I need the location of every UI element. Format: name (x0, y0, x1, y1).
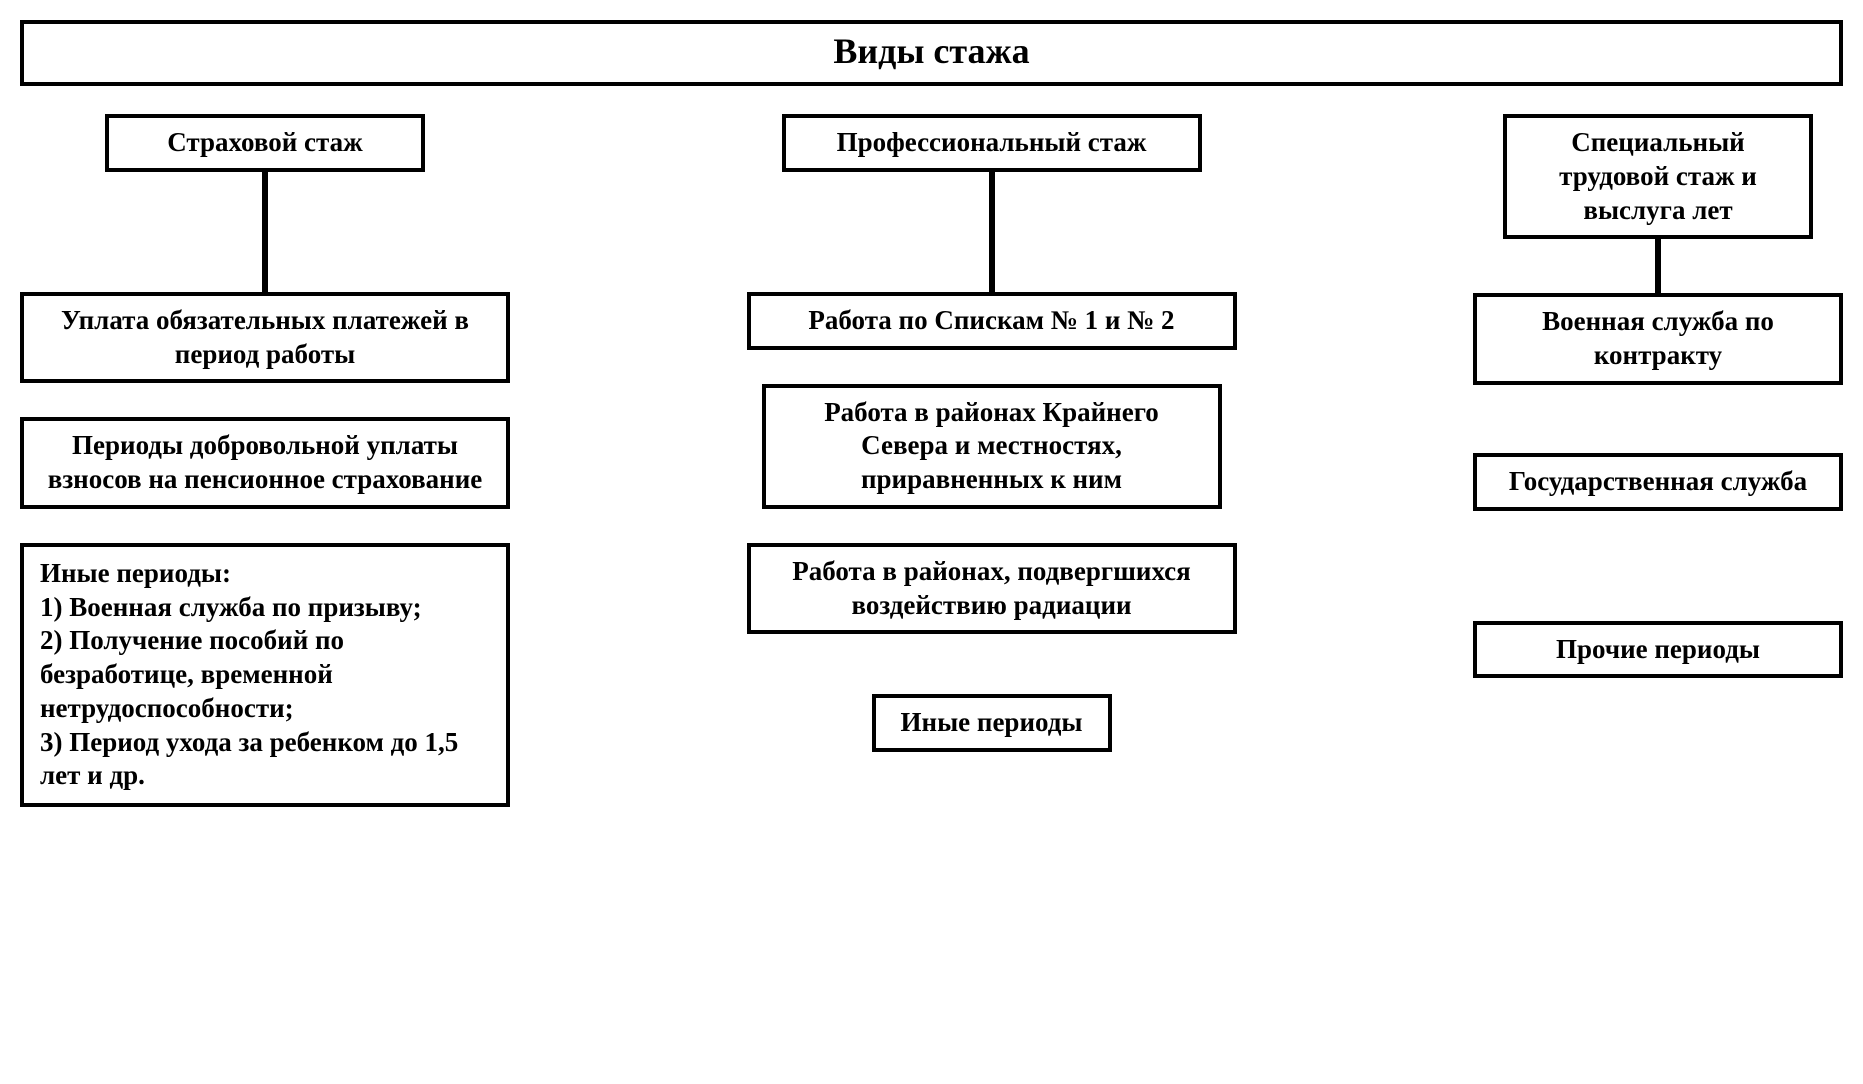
column-special: Специальный трудовой стаж и выслуга лет … (1473, 114, 1843, 678)
c2-item-1: Работа в районах Крайнего Севера и местн… (762, 384, 1222, 509)
connector-c2 (989, 172, 995, 292)
column-professional: Профессиональный стаж Работа по Спискам … (747, 114, 1237, 752)
c3-item-1: Государственная служба (1473, 453, 1843, 511)
c2-item-2: Работа в районах, подвергшихся воздейств… (747, 543, 1237, 635)
c2-item-0: Работа по Спискам № 1 и № 2 (747, 292, 1237, 350)
diagram-container: Виды стажа Страховой стаж Уплата обязате… (20, 20, 1843, 807)
column-insurance: Страховой стаж Уплата обязательных плате… (20, 114, 510, 807)
c1-item-2: Иные периоды: 1) Военная служба по призы… (20, 543, 510, 807)
c2-item-3: Иные периоды (872, 694, 1112, 752)
c3-item-0: Военная служба по контракту (1473, 293, 1843, 385)
columns-row: Страховой стаж Уплата обязательных плате… (20, 114, 1843, 807)
c1-item-1: Периоды добровольной уплаты взносов на п… (20, 417, 510, 509)
header-insurance: Страховой стаж (105, 114, 425, 172)
c1-item-0: Уплата обязательных платежей в период ра… (20, 292, 510, 384)
connector-c3 (1655, 239, 1661, 293)
header-professional: Профессиональный стаж (782, 114, 1202, 172)
c3-item-2: Прочие периоды (1473, 621, 1843, 679)
diagram-title: Виды стажа (20, 20, 1843, 86)
connector-c1 (262, 172, 268, 292)
header-special: Специальный трудовой стаж и выслуга лет (1503, 114, 1813, 239)
